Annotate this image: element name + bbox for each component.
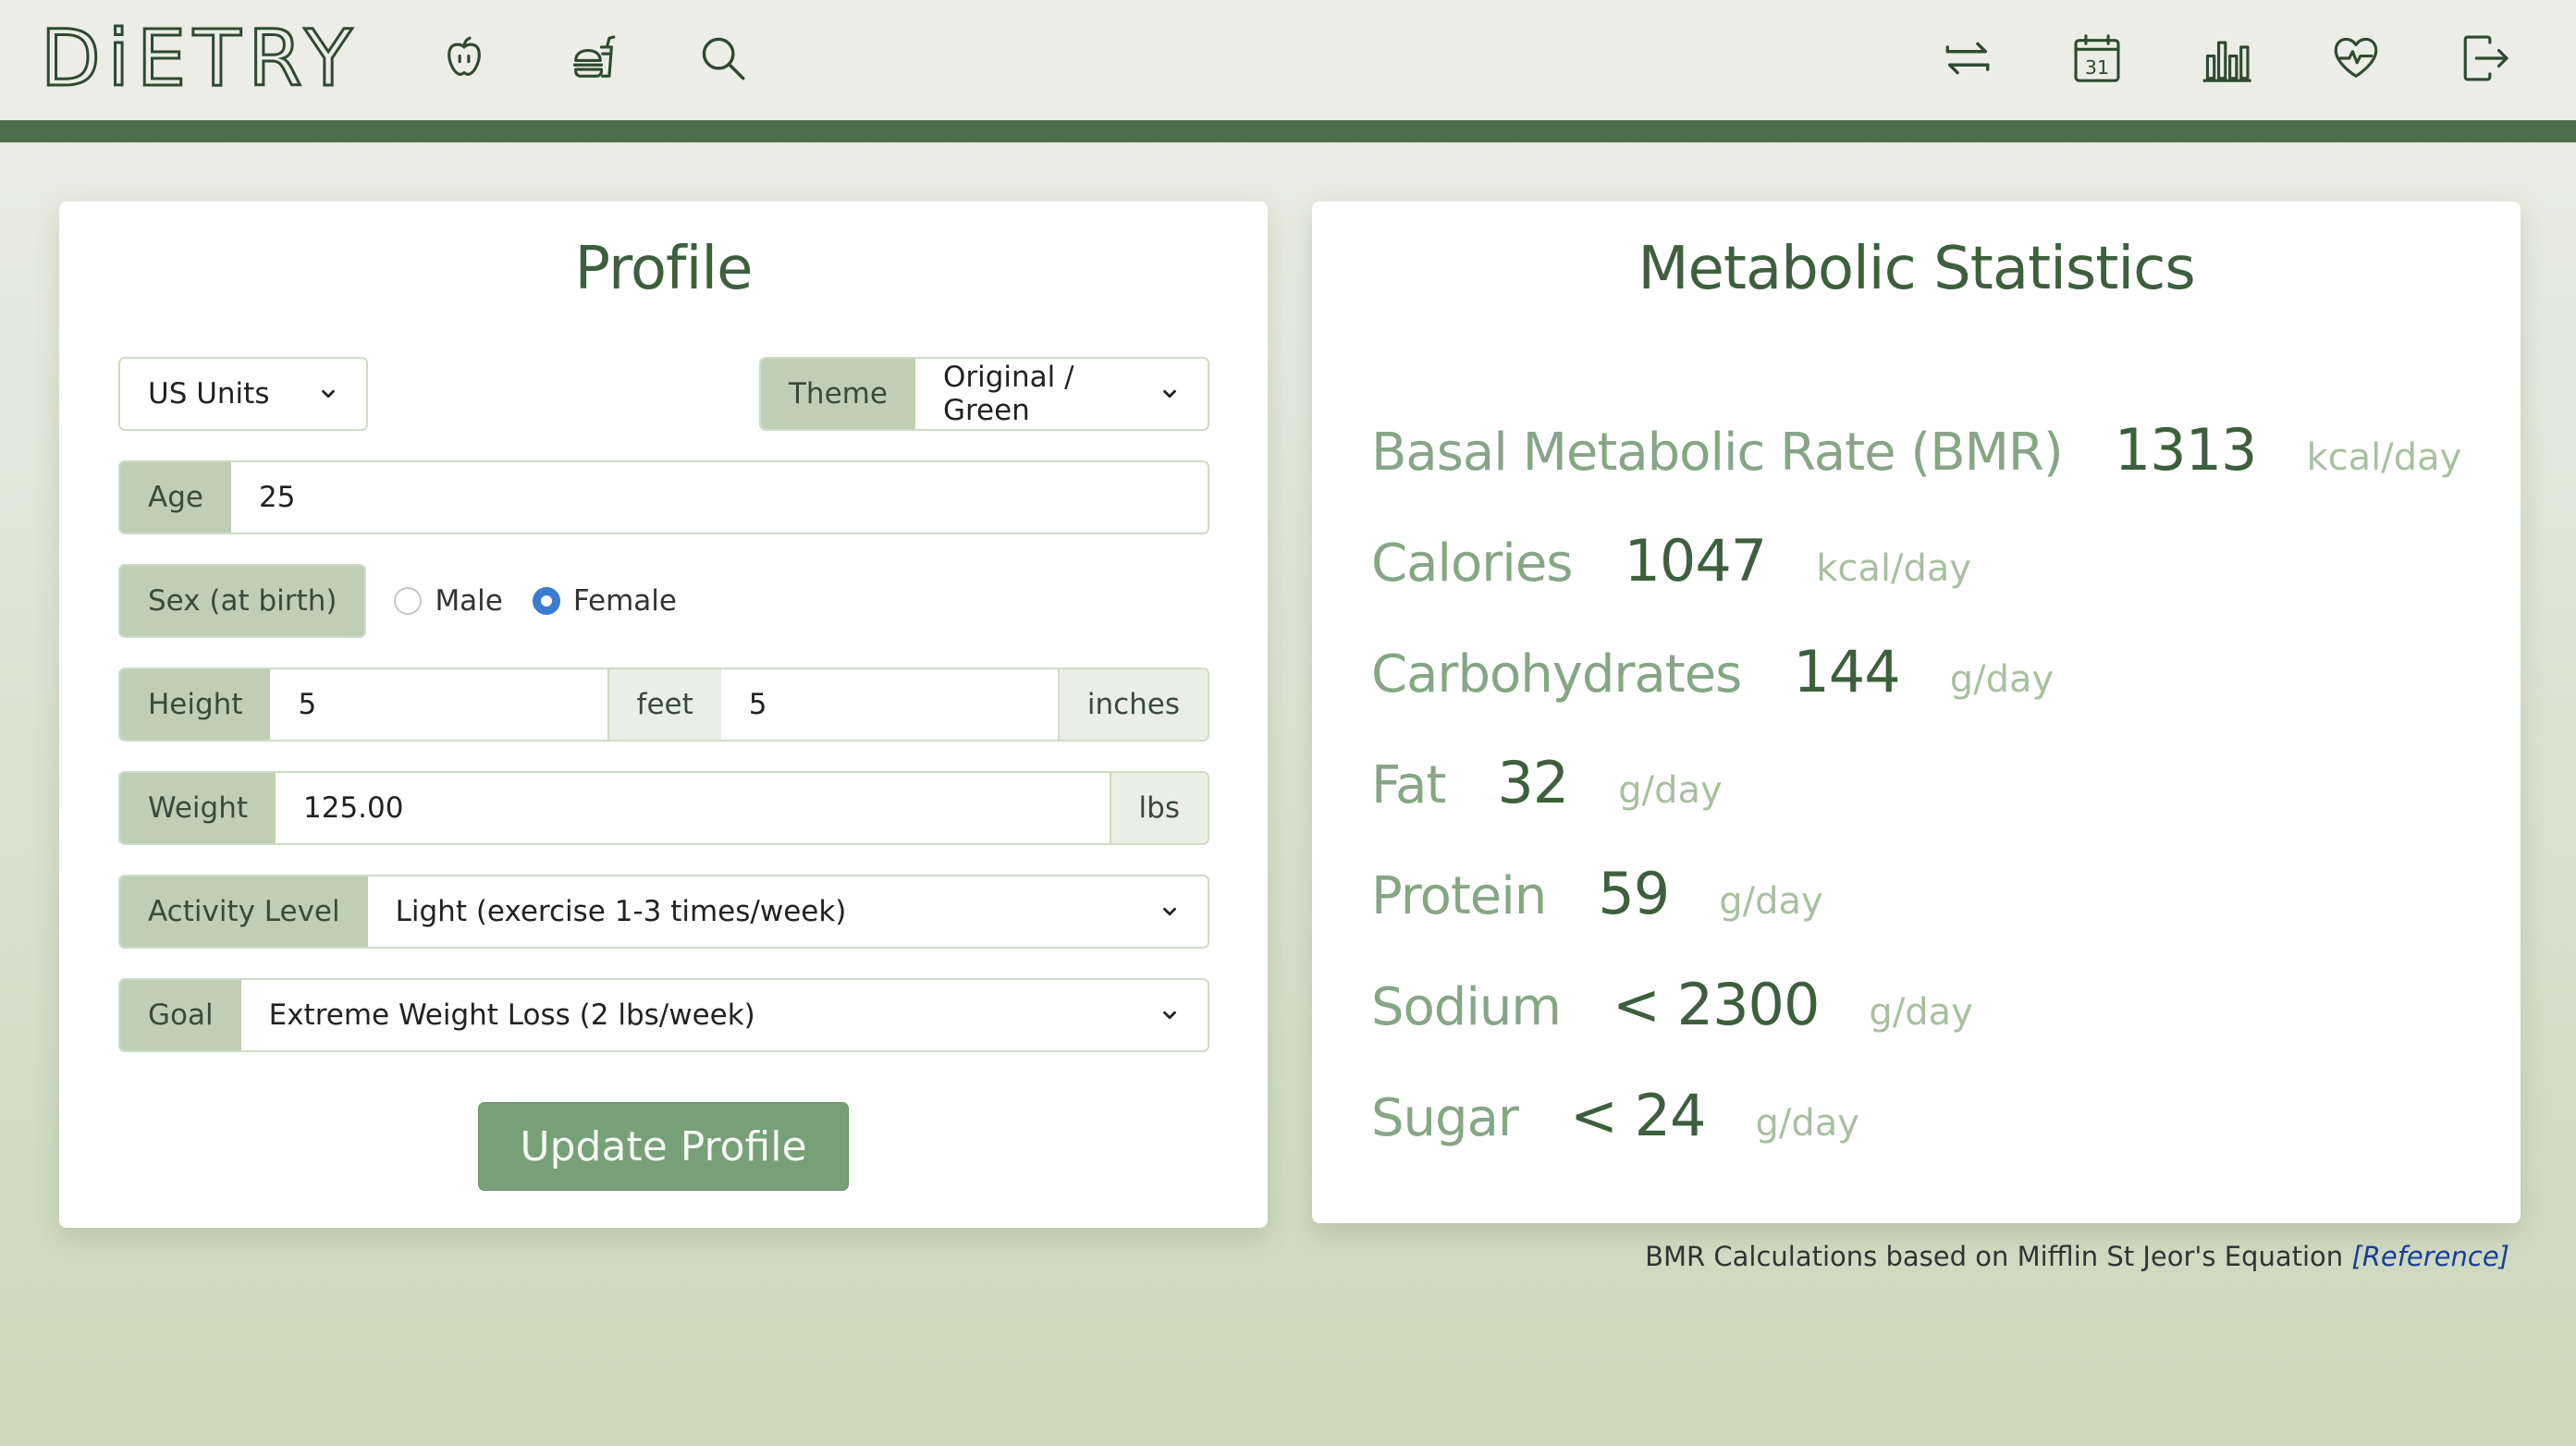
male-radio-label[interactable]: Male (435, 584, 503, 618)
burger-drink-icon[interactable] (561, 26, 626, 91)
stat-row-calories: Calories 1047 kcal/day (1371, 527, 1971, 594)
age-label: Age (120, 462, 231, 533)
stat-name: Calories (1371, 533, 1573, 594)
weight-row: Weight 125.00 lbs (118, 771, 1209, 845)
calendar-icon[interactable]: 31 (2065, 26, 2129, 91)
height-feet-field[interactable]: 5 (270, 669, 607, 740)
goal-value: Extreme Weight Loss (2 lbs/week) (268, 999, 755, 1032)
logo-text: DiETRY (40, 12, 360, 105)
height-row: Height 5 feet 5 inches (118, 668, 1209, 741)
units-select[interactable]: US Units (118, 357, 368, 431)
activity-select[interactable]: Light (exercise 1-3 times/week) (367, 876, 1208, 947)
goal-label: Goal (120, 980, 241, 1050)
sex-label: Sex (at birth) (118, 564, 367, 638)
profile-card: Profile US Units Theme Original / Green … (59, 202, 1268, 1228)
units-value: US Units (148, 377, 270, 411)
goal-select[interactable]: Extreme Weight Loss (2 lbs/week) (240, 980, 1208, 1050)
apple-icon[interactable] (432, 26, 497, 91)
stat-unit: g/day (1618, 769, 1723, 812)
stat-name: Sodium (1371, 977, 1562, 1037)
swap-icon[interactable] (1935, 26, 2000, 91)
profile-title: Profile (574, 235, 754, 303)
goal-row: Goal Extreme Weight Loss (2 lbs/week) (118, 978, 1209, 1052)
svg-text:31: 31 (2085, 56, 2109, 79)
stat-row-sugar: Sugar < 24 g/day (1371, 1082, 1859, 1149)
male-radio[interactable] (394, 587, 423, 615)
footnote-text: BMR Calculations based on Mifflin St Jeo… (1645, 1241, 2344, 1272)
logout-icon[interactable] (2453, 26, 2518, 91)
metabolic-stats-card: Metabolic Statistics Basal Metabolic Rat… (1312, 202, 2521, 1223)
stats-title: Metabolic Statistics (1638, 235, 2195, 303)
stat-value: < 24 (1569, 1082, 1707, 1149)
stat-unit: kcal/day (1816, 547, 1972, 590)
stat-value: 59 (1598, 860, 1670, 927)
feet-unit: feet (607, 669, 721, 740)
female-radio[interactable] (532, 587, 560, 615)
stat-name: Sugar (1371, 1088, 1519, 1148)
stat-name: Basal Metabolic Rate (BMR) (1371, 423, 2064, 483)
theme-select[interactable]: Original / Green (914, 359, 1208, 429)
heart-pulse-icon[interactable] (2324, 26, 2388, 91)
stat-value: 1313 (2114, 416, 2258, 484)
theme-label: Theme (761, 359, 915, 429)
chevron-down-icon (318, 384, 338, 404)
stat-name: Protein (1371, 866, 1547, 926)
sex-radio-group: Male Female (394, 564, 693, 638)
search-icon[interactable] (691, 26, 755, 91)
stat-row-carbohydrates: Carbohydrates 144 g/day (1371, 638, 2054, 705)
sex-row: Sex (at birth) Male Female (118, 564, 1209, 638)
stat-row-sodium: Sodium < 2300 g/day (1371, 971, 1973, 1038)
stat-value: 1047 (1624, 527, 1767, 594)
activity-row: Activity Level Light (exercise 1-3 times… (118, 875, 1209, 949)
weight-unit: lbs (1109, 773, 1208, 843)
stat-name: Fat (1371, 755, 1446, 815)
stat-row-protein: Protein 59 g/day (1371, 860, 1823, 927)
weight-label: Weight (120, 773, 276, 843)
height-inches-field[interactable]: 5 (720, 669, 1058, 740)
stat-unit: g/day (1719, 880, 1823, 923)
chevron-down-icon (1159, 384, 1180, 404)
bmr-footnote: BMR Calculations based on Mifflin St Jeo… (1645, 1241, 2509, 1272)
activity-value: Light (exercise 1-3 times/week) (395, 895, 847, 928)
stat-name: Carbohydrates (1371, 644, 1742, 705)
update-profile-button[interactable]: Update Profile (478, 1102, 849, 1191)
stat-unit: g/day (1869, 991, 1973, 1034)
weight-field[interactable]: 125.00 (276, 773, 1110, 843)
stat-value: 32 (1497, 749, 1569, 816)
age-field[interactable]: 25 (230, 462, 1208, 533)
bar-chart-icon[interactable] (2194, 26, 2259, 91)
chevron-down-icon (1159, 901, 1180, 922)
stat-unit: g/day (1755, 1102, 1859, 1145)
theme-value: Original / Green (942, 361, 1074, 427)
logo[interactable]: DiETRY (40, 12, 360, 105)
height-label: Height (120, 669, 271, 740)
theme-select-group: Theme Original / Green (759, 357, 1209, 431)
nav-stripe (0, 120, 2576, 142)
top-navbar: DiETRY (0, 0, 2576, 120)
activity-label: Activity Level (120, 876, 368, 947)
stat-value: < 2300 (1612, 971, 1820, 1038)
chevron-down-icon (1159, 1005, 1180, 1025)
reference-link[interactable]: [Reference] (2351, 1241, 2509, 1272)
inches-unit: inches (1057, 669, 1208, 740)
stat-unit: kcal/day (2306, 436, 2462, 479)
stat-row-bmr: Basal Metabolic Rate (BMR) 1313 kcal/day (1371, 416, 2461, 484)
stat-value: 144 (1793, 638, 1900, 705)
female-radio-label[interactable]: Female (572, 584, 677, 618)
stat-unit: g/day (1949, 658, 2055, 701)
stat-row-fat: Fat 32 g/day (1371, 749, 1723, 816)
age-row: Age 25 (118, 460, 1209, 534)
